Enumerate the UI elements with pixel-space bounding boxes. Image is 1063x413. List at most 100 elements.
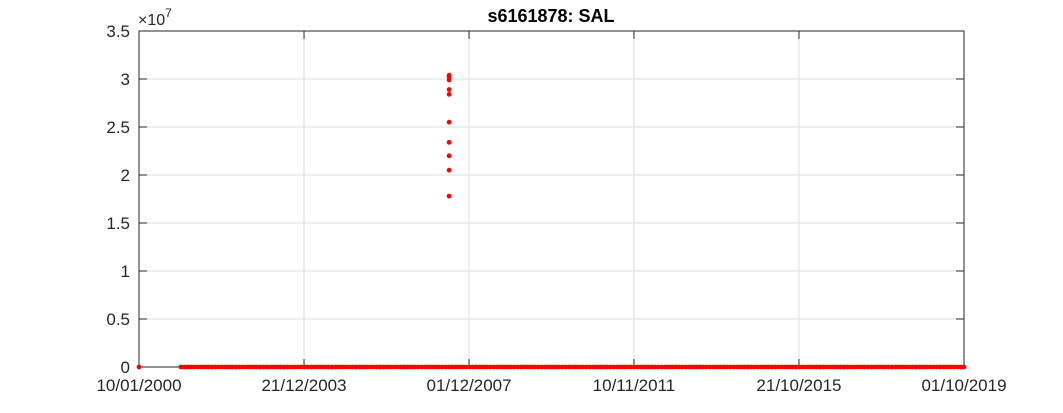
data-point xyxy=(711,364,716,370)
data-point xyxy=(625,364,630,370)
data-point xyxy=(401,364,407,370)
data-point xyxy=(845,364,850,370)
data-point xyxy=(783,364,788,370)
data-point xyxy=(917,364,922,370)
data-point xyxy=(700,364,706,370)
data-point xyxy=(869,364,874,370)
plot-area xyxy=(139,31,964,367)
data-point xyxy=(336,364,342,370)
data-point xyxy=(223,364,228,370)
data-point xyxy=(728,364,734,370)
data-point xyxy=(903,364,909,370)
data-point xyxy=(772,364,778,370)
data-point xyxy=(851,364,857,370)
data-point xyxy=(302,364,307,370)
data-point xyxy=(690,364,696,370)
data-point xyxy=(800,364,806,370)
data-point xyxy=(319,364,325,370)
data-point xyxy=(618,364,624,370)
data-point xyxy=(504,364,510,370)
data-point xyxy=(298,364,304,370)
data-point xyxy=(230,364,235,370)
data-point xyxy=(745,364,751,370)
data-point xyxy=(281,364,287,370)
data-point xyxy=(467,364,472,370)
data-point xyxy=(178,364,184,370)
data-point xyxy=(559,364,565,370)
data-point xyxy=(607,364,613,370)
data-point xyxy=(614,364,620,370)
data-point xyxy=(528,364,534,370)
data-points xyxy=(136,72,967,370)
y-exponent-base: 10 xyxy=(147,12,165,29)
data-point xyxy=(425,364,431,370)
data-point xyxy=(669,364,675,370)
chart-title: s6161878: SAL xyxy=(487,6,614,26)
data-point xyxy=(838,364,843,370)
data-point xyxy=(632,364,637,370)
data-point xyxy=(346,364,352,370)
data-point xyxy=(264,364,270,370)
data-point xyxy=(446,193,452,199)
data-point xyxy=(721,364,727,370)
data-point xyxy=(848,364,854,370)
data-point xyxy=(666,364,672,370)
data-point xyxy=(604,364,610,370)
data-point xyxy=(573,364,579,370)
data-point xyxy=(285,364,290,370)
data-point xyxy=(552,364,558,370)
y-tick-label: 3 xyxy=(121,70,130,89)
data-point xyxy=(697,364,703,370)
y-exponent-power: 7 xyxy=(165,6,172,20)
data-point xyxy=(205,364,211,370)
data-point xyxy=(628,364,634,370)
data-point xyxy=(834,364,840,370)
data-point xyxy=(741,364,747,370)
data-point xyxy=(501,364,507,370)
data-point xyxy=(930,364,936,370)
data-point xyxy=(645,364,651,370)
x-tick-label: 01/10/2019 xyxy=(921,376,1006,395)
data-point xyxy=(394,364,400,370)
data-point xyxy=(350,364,356,370)
data-point xyxy=(961,364,967,370)
data-point xyxy=(686,364,692,370)
data-point xyxy=(236,364,242,370)
y-tick-label: 1.5 xyxy=(106,214,130,233)
y-tick-labels: 0 0.5 1 1.5 2 2.5 3 3.5 xyxy=(106,22,130,377)
data-point xyxy=(546,364,551,370)
data-point xyxy=(587,364,593,370)
data-point xyxy=(408,364,414,370)
data-point xyxy=(583,364,589,370)
data-point xyxy=(766,364,771,370)
data-point xyxy=(522,364,527,370)
data-point xyxy=(233,364,239,370)
data-point xyxy=(841,364,847,370)
data-point xyxy=(487,364,493,370)
data-point xyxy=(752,364,758,370)
data-point xyxy=(343,364,349,370)
data-point xyxy=(405,364,411,370)
data-point xyxy=(436,364,441,370)
data-point xyxy=(429,364,435,370)
data-point xyxy=(638,364,644,370)
data-point xyxy=(793,364,799,370)
data-point xyxy=(683,364,689,370)
data-point xyxy=(446,364,452,370)
data-point xyxy=(312,364,318,370)
data-point xyxy=(817,364,823,370)
data-point xyxy=(219,364,225,370)
data-point xyxy=(676,364,682,370)
data-point xyxy=(199,364,204,370)
data-point xyxy=(635,364,641,370)
data-point xyxy=(814,364,819,370)
data-point xyxy=(707,364,713,370)
data-point xyxy=(762,364,768,370)
y-tick-label: 1 xyxy=(121,262,130,281)
data-point xyxy=(879,364,885,370)
data-point xyxy=(288,364,294,370)
data-point xyxy=(535,364,541,370)
data-point xyxy=(786,364,792,370)
data-point xyxy=(889,364,895,370)
data-point xyxy=(370,364,376,370)
